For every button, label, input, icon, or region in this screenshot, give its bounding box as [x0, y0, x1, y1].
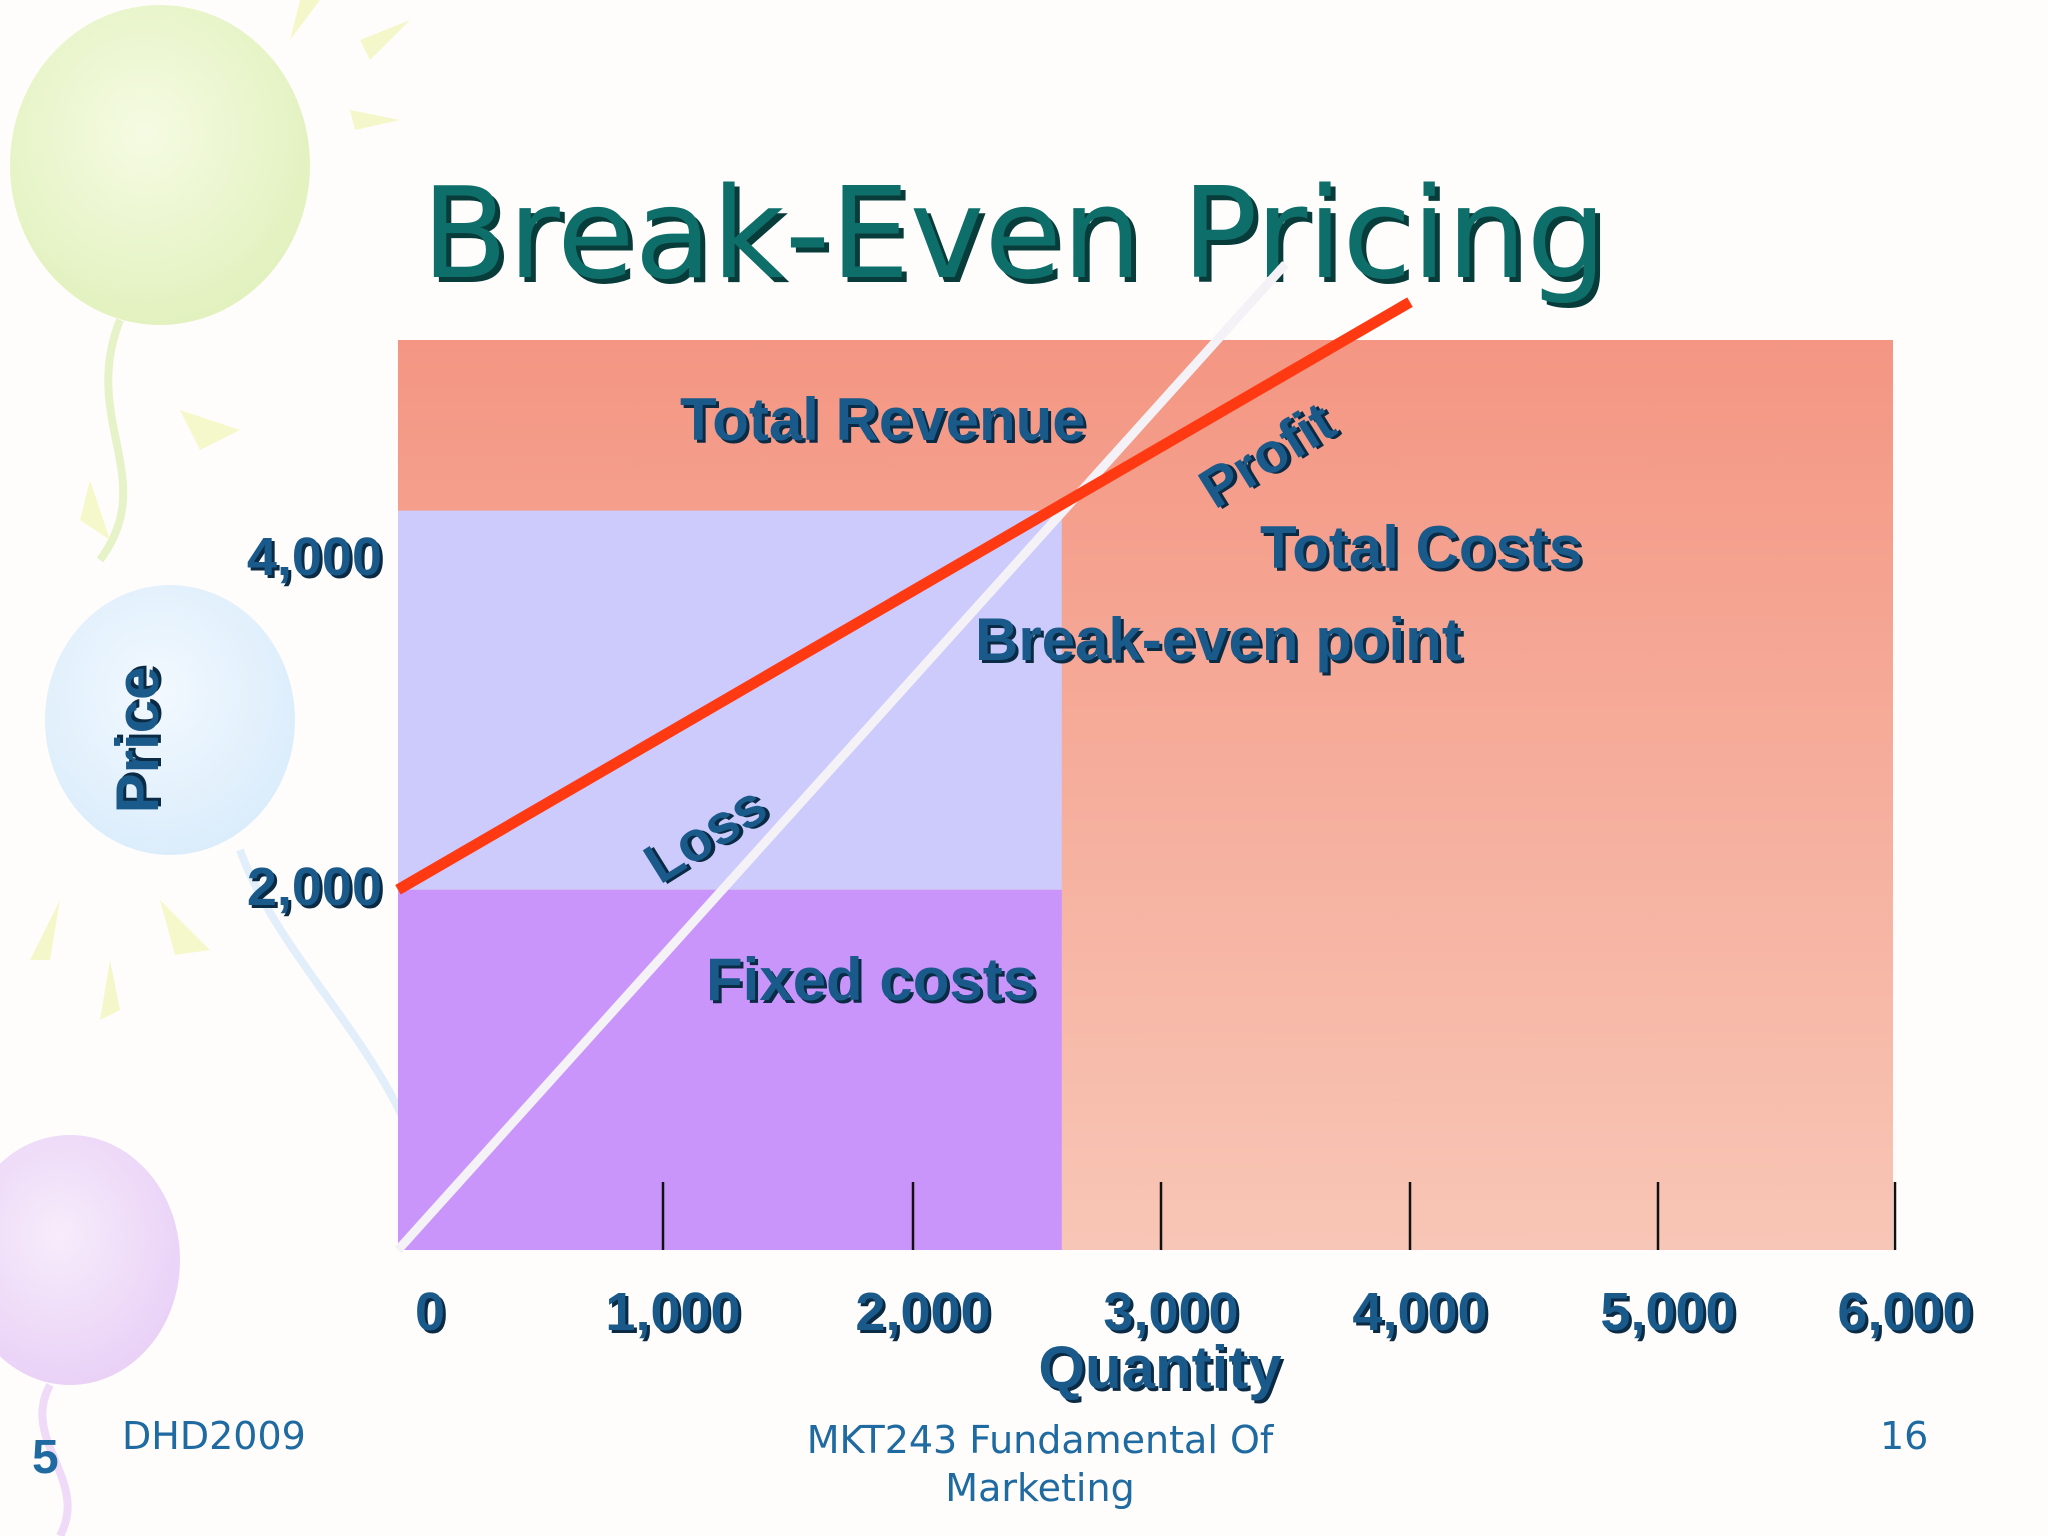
x-tick-label-shadow: 4,000 — [1355, 1285, 1490, 1345]
y-tick-label-shadow: 4,000 — [250, 530, 385, 590]
annotation-break-even-point-shadow: Break-even point — [978, 609, 1465, 676]
x-tick-label-text: 6,000 — [1837, 1282, 1972, 1342]
x-tick-label: 00 — [415, 1282, 448, 1345]
annotation-total-costs-shadow: Total Costs — [1263, 517, 1585, 584]
x-tick-label-text: 0 — [415, 1282, 445, 1342]
annotation-total-costs-text: Total Costs — [1260, 514, 1582, 581]
y-tick-label-text: 4,000 — [247, 527, 382, 587]
x-tick-label-shadow: 2,000 — [858, 1285, 993, 1345]
y-tick-label-text: 2,000 — [247, 857, 382, 917]
footer-page-number: 16 — [1880, 1414, 1929, 1458]
x-tick-label-shadow: 6,000 — [1840, 1285, 1975, 1345]
x-tick-label-text: 2,000 — [855, 1282, 990, 1342]
footer-course: MKT243 Fundamental Of Marketing — [806, 1418, 1274, 1510]
x-tick-label-text: 1,000 — [605, 1282, 740, 1342]
x-tick-label-shadow: 0 — [418, 1285, 448, 1345]
x-tick-label-text: 3,000 — [1103, 1282, 1238, 1342]
annotation-total-revenue-text: Total Revenue — [680, 386, 1086, 453]
x-tick-label-shadow: 3,000 — [1106, 1285, 1241, 1345]
annotation-fixed-costs-text: Fixed costs — [706, 946, 1036, 1013]
y-axis-label-shadow: Price — [107, 664, 174, 811]
annotation-total-revenue-shadow: Total Revenue — [683, 389, 1089, 456]
x-tick-label-shadow: 1,000 — [608, 1285, 743, 1345]
y-axis-label-text: Price — [104, 667, 171, 814]
x-axis-label-text: Quantity — [1038, 1334, 1282, 1401]
slide-index: 5 — [32, 1431, 59, 1484]
total-costs-line — [395, 297, 1413, 895]
x-axis-label-shadow: Quantity — [1041, 1337, 1285, 1404]
y-tick-label-shadow: 2,000 — [250, 860, 385, 920]
slide-title: Break-Even Pricing — [421, 160, 1607, 307]
annotation-break-even-point-text: Break-even point — [975, 606, 1462, 673]
fixed-costs-area — [398, 889, 1062, 1250]
x-tick-label-text: 4,000 — [1352, 1282, 1487, 1342]
x-tick-label-text: 5,000 — [1600, 1282, 1735, 1342]
total-revenue-line — [394, 261, 1289, 1254]
x-tick-label-shadow: 5,000 — [1603, 1285, 1738, 1345]
annotation-fixed-costs-shadow: Fixed costs — [709, 949, 1039, 1016]
footer-author: DHD2009 — [122, 1414, 306, 1458]
